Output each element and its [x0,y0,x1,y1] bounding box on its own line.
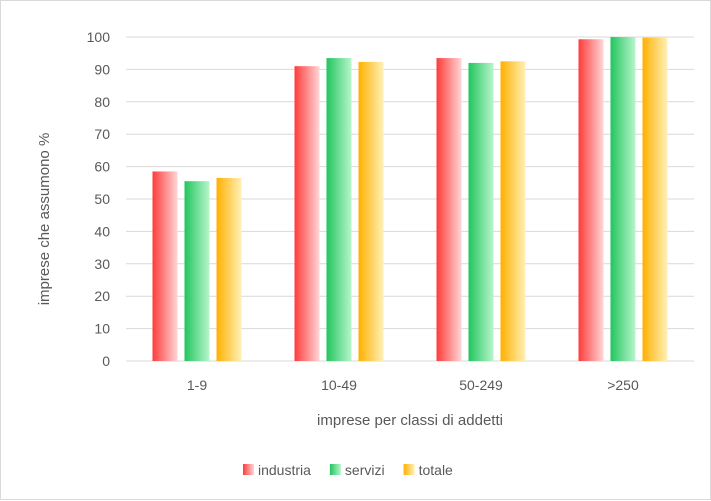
y-tick-label-80: 80 [94,94,110,110]
y-tick-label-40: 40 [94,223,110,239]
y-axis-title: imprese che assumono % [36,133,53,306]
bar-servizi-50-249 [468,62,494,362]
bar-servizi-1-9 [184,181,210,361]
y-axis-ticks: 0 10 20 30 40 50 60 70 80 90 100 [87,29,111,369]
bar-industria->250 [578,39,604,361]
y-tick-label-50: 50 [94,191,110,207]
y-tick-label-30: 30 [94,256,110,272]
bar-totale-50-249 [500,61,526,362]
x-axis-title: imprese per classi di addetti [317,412,503,429]
y-tick-label-100: 100 [87,29,111,45]
legend-swatch-industria [243,464,254,475]
bar-industria-1-9 [152,171,178,361]
legend-swatch-servizi [329,464,341,475]
bar-servizi->250 [610,37,636,361]
x-tick-label-10-49: 10-49 [321,377,357,393]
x-axis-ticks: 1-9 10-49 50-249 >250 [187,377,639,393]
bar-totale-10-49 [358,61,384,362]
y-tick-label-60: 60 [94,159,110,175]
bar-totale->250 [642,37,668,361]
x-tick-label-50-249: 50-249 [459,377,503,393]
y-tick-label-0: 0 [102,353,110,369]
legend-label-industria: industria [258,462,311,478]
x-tick-label->250: >250 [607,377,639,393]
y-tick-label-20: 20 [94,288,110,304]
bar-industria-50-249 [436,58,462,362]
gridlines [126,36,694,362]
y-tick-label-90: 90 [94,61,110,77]
bar-servizi-10-49 [326,58,352,362]
y-tick-label-10: 10 [94,321,110,337]
legend-label-totale: totale [419,462,453,478]
legend-swatch-totale [403,464,415,475]
x-tick-label-1-9: 1-9 [187,377,207,393]
bars [152,37,668,362]
bar-totale-1-9 [216,177,242,361]
legend-label-servizi: servizi [345,462,385,478]
bar-industria-10-49 [294,66,320,361]
legend: industria servizi totale [243,462,453,478]
y-tick-label-70: 70 [94,126,110,142]
